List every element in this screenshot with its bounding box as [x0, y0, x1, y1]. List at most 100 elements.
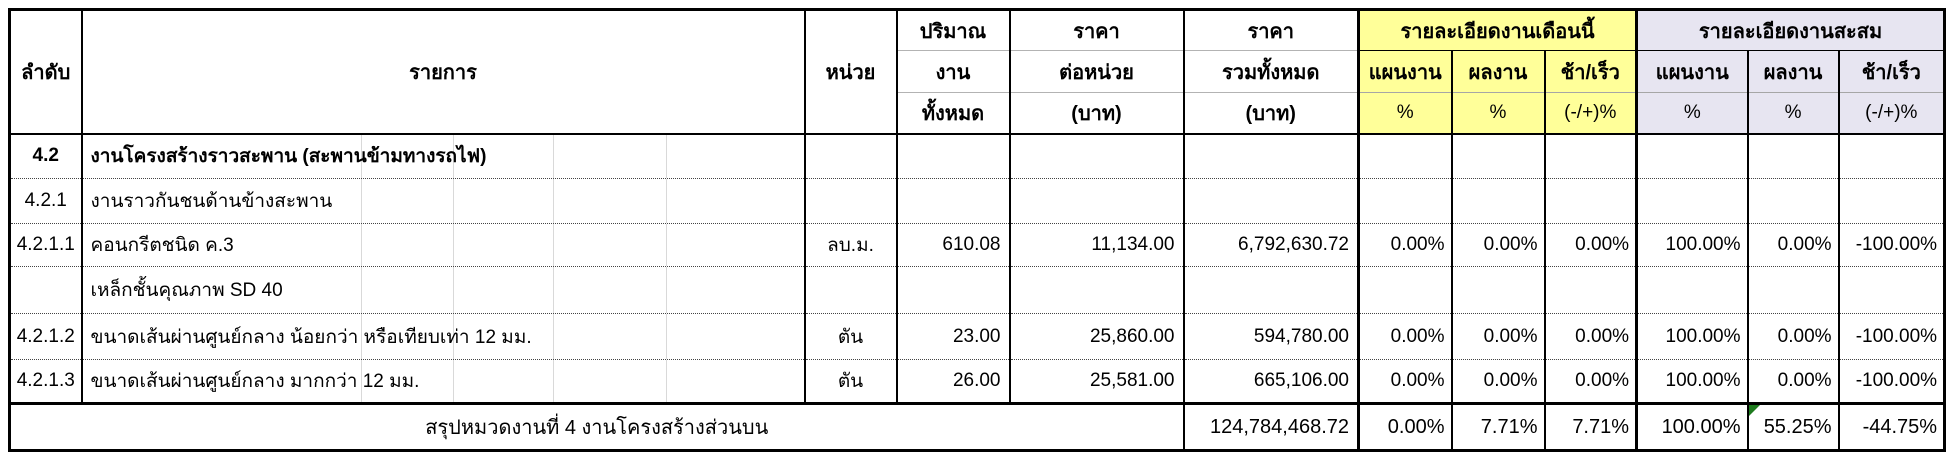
- summary-total-price[interactable]: 124,784,468.72: [1182, 402, 1359, 451]
- header-quantity-line3[interactable]: ทั้งหมด: [895, 92, 1010, 135]
- cell-no[interactable]: 4.2.1: [8, 178, 82, 224]
- cell-month-variance[interactable]: [1543, 178, 1637, 224]
- summary-month-actual[interactable]: 7.71%: [1450, 402, 1545, 451]
- cell-quantity[interactable]: 610.08: [895, 223, 1010, 267]
- cell-no[interactable]: [8, 266, 82, 314]
- cell-month-variance[interactable]: [1543, 266, 1637, 314]
- cell-month-plan[interactable]: 0.00%: [1357, 223, 1452, 267]
- header-cumulative-actual[interactable]: ผลงาน: [1746, 50, 1839, 93]
- cell-description[interactable]: ขนาดเส้นผ่านศูนย์กลาง มากกว่า 12 มม.: [80, 359, 805, 404]
- header-description[interactable]: รายการ: [80, 9, 805, 135]
- cell-unit-price[interactable]: [1008, 178, 1184, 224]
- cell-quantity[interactable]: 23.00: [895, 313, 1010, 360]
- cell-unit[interactable]: [803, 266, 897, 314]
- cell-quantity[interactable]: [895, 133, 1010, 179]
- cell-month-actual[interactable]: 0.00%: [1450, 313, 1545, 360]
- header-cumulative-variance[interactable]: ช้า/เร็ว: [1837, 50, 1945, 93]
- summary-month-variance[interactable]: 7.71%: [1543, 402, 1637, 451]
- summary-month-plan[interactable]: 0.00%: [1357, 402, 1452, 451]
- header-cumulative-plan[interactable]: แผนงาน: [1635, 50, 1748, 93]
- header-month-section-title[interactable]: รายละเอียดงานเดือนนี้: [1356, 9, 1637, 51]
- cell-description[interactable]: คอนกรีตชนิด ค.3: [80, 223, 805, 267]
- header-month-actual-unit[interactable]: %: [1450, 92, 1545, 135]
- cell-unit-price[interactable]: [1008, 266, 1184, 314]
- summary-cumulative-actual[interactable]: 55.25%: [1746, 402, 1839, 451]
- cell-no[interactable]: 4.2: [8, 133, 82, 179]
- cell-unit-price[interactable]: 25,581.00: [1008, 359, 1184, 404]
- cell-description[interactable]: เหล็กชั้นคุณภาพ SD 40: [80, 266, 805, 314]
- header-month-variance[interactable]: ช้า/เร็ว: [1543, 50, 1637, 93]
- cell-total-price[interactable]: 594,780.00: [1182, 313, 1359, 360]
- summary-cumulative-plan[interactable]: 100.00%: [1635, 402, 1748, 451]
- cell-month-actual[interactable]: [1450, 178, 1545, 224]
- cell-total-price[interactable]: [1182, 266, 1359, 314]
- summary-cumulative-variance[interactable]: -44.75%: [1837, 402, 1945, 451]
- cell-month-actual[interactable]: 0.00%: [1450, 359, 1545, 404]
- cell-unit[interactable]: [803, 178, 897, 224]
- cell-month-plan[interactable]: [1357, 133, 1452, 179]
- cell-no[interactable]: 4.2.1.3: [8, 359, 82, 404]
- cell-cumulative-actual[interactable]: 0.00%: [1746, 223, 1839, 267]
- cell-total-price[interactable]: [1182, 178, 1359, 224]
- cell-cumulative-plan[interactable]: [1635, 266, 1748, 314]
- cell-cumulative-plan[interactable]: 100.00%: [1635, 359, 1748, 404]
- cell-cumulative-plan[interactable]: [1635, 133, 1748, 179]
- header-quantity-line1[interactable]: ปริมาณ: [895, 9, 1010, 51]
- header-month-plan[interactable]: แผนงาน: [1357, 50, 1452, 93]
- header-total-price-line1[interactable]: ราคา: [1182, 9, 1359, 51]
- cell-month-plan[interactable]: [1357, 266, 1452, 314]
- cell-unit-price[interactable]: 11,134.00: [1008, 223, 1184, 267]
- cell-month-variance[interactable]: 0.00%: [1543, 359, 1637, 404]
- cell-cumulative-variance[interactable]: -100.00%: [1837, 359, 1945, 404]
- cell-quantity[interactable]: [895, 266, 1010, 314]
- header-unit-price-line3[interactable]: (บาท): [1008, 92, 1184, 135]
- cell-cumulative-actual[interactable]: [1746, 266, 1839, 314]
- header-unit[interactable]: หน่วย: [803, 9, 897, 135]
- cell-quantity[interactable]: 26.00: [895, 359, 1010, 404]
- cell-month-actual[interactable]: [1450, 266, 1545, 314]
- cell-unit-price[interactable]: [1008, 133, 1184, 179]
- header-cumulative-actual-unit[interactable]: %: [1746, 92, 1839, 135]
- cell-no[interactable]: 4.2.1.2: [8, 313, 82, 360]
- header-month-actual[interactable]: ผลงาน: [1450, 50, 1545, 93]
- cell-total-price[interactable]: 665,106.00: [1182, 359, 1359, 404]
- header-unit-price-line2[interactable]: ต่อหน่วย: [1008, 50, 1184, 93]
- cell-month-actual[interactable]: 0.00%: [1450, 223, 1545, 267]
- cell-description[interactable]: งานโครงสร้างราวสะพาน (สะพานข้ามทางรถไฟ): [80, 133, 805, 179]
- cell-month-plan[interactable]: [1357, 178, 1452, 224]
- cell-quantity[interactable]: [895, 178, 1010, 224]
- cell-description[interactable]: งานราวกันชนด้านข้างสะพาน: [80, 178, 805, 224]
- header-total-price-line2[interactable]: รวมทั้งหมด: [1182, 50, 1359, 93]
- cell-month-plan[interactable]: 0.00%: [1357, 359, 1452, 404]
- header-cumulative-variance-unit[interactable]: (-/+)%: [1837, 92, 1945, 135]
- header-month-plan-unit[interactable]: %: [1357, 92, 1452, 135]
- header-unit-price-line1[interactable]: ราคา: [1008, 9, 1184, 51]
- header-month-variance-unit[interactable]: (-/+)%: [1543, 92, 1637, 135]
- cell-cumulative-plan[interactable]: [1635, 178, 1748, 224]
- cell-description[interactable]: ขนาดเส้นผ่านศูนย์กลาง น้อยกว่า หรือเทียบ…: [80, 313, 805, 360]
- cell-total-price[interactable]: 6,792,630.72: [1182, 223, 1359, 267]
- cell-cumulative-plan[interactable]: 100.00%: [1635, 223, 1748, 267]
- cell-cumulative-variance[interactable]: [1837, 178, 1945, 224]
- cell-unit[interactable]: ตัน: [803, 313, 897, 360]
- cell-cumulative-plan[interactable]: 100.00%: [1635, 313, 1748, 360]
- cell-cumulative-actual[interactable]: 0.00%: [1746, 313, 1839, 360]
- header-total-price-line3[interactable]: (บาท): [1182, 92, 1359, 135]
- cell-month-variance[interactable]: 0.00%: [1543, 223, 1637, 267]
- header-quantity-line2[interactable]: งาน: [895, 50, 1010, 93]
- cell-unit[interactable]: [803, 133, 897, 179]
- cell-unit[interactable]: ลบ.ม.: [803, 223, 897, 267]
- cell-month-actual[interactable]: [1450, 133, 1545, 179]
- cell-month-plan[interactable]: 0.00%: [1357, 313, 1452, 360]
- summary-label[interactable]: สรุปหมวดงานที่ 4 งานโครงสร้างส่วนบน: [8, 402, 1184, 451]
- cell-total-price[interactable]: [1182, 133, 1359, 179]
- cell-cumulative-variance[interactable]: [1837, 133, 1945, 179]
- header-cumulative-plan-unit[interactable]: %: [1635, 92, 1748, 135]
- cell-no[interactable]: 4.2.1.1: [8, 223, 82, 267]
- cell-cumulative-variance[interactable]: -100.00%: [1837, 223, 1945, 267]
- cell-cumulative-variance[interactable]: [1837, 266, 1945, 314]
- cell-cumulative-actual[interactable]: 0.00%: [1746, 359, 1839, 404]
- cell-month-variance[interactable]: 0.00%: [1543, 313, 1637, 360]
- cell-cumulative-actual[interactable]: [1746, 178, 1839, 224]
- header-no[interactable]: ลำดับ: [8, 9, 82, 135]
